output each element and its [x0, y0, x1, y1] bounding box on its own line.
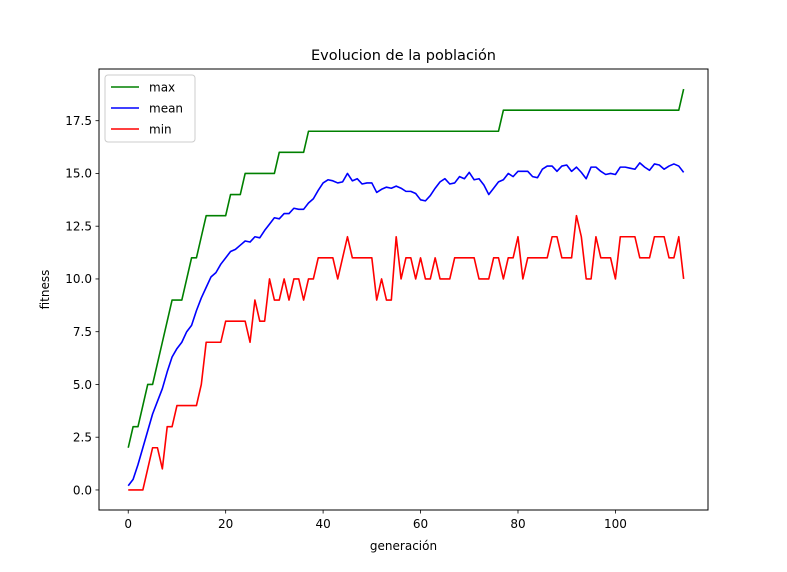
y-tick-label: 7.5: [73, 325, 92, 339]
y-axis-ticks: 0.0 2.5 5.0 7.5 10.0 12.5 15.0 17.5: [65, 114, 99, 497]
y-tick-label: 12.5: [65, 219, 92, 233]
y-tick-label: 0.0: [73, 483, 92, 497]
y-axis-label: fitness: [38, 270, 52, 310]
series-lines: [127, 88, 685, 491]
x-tick-label: 40: [315, 517, 330, 531]
plot-frame: [98, 68, 709, 511]
x-tick-label: 80: [510, 517, 525, 531]
x-tick-label: 0: [124, 517, 132, 531]
y-tick-label: 5.0: [73, 378, 92, 392]
x-axis-ticks: 0 20 40 60 80 100: [124, 510, 627, 531]
y-tick-label: 17.5: [65, 114, 92, 128]
x-tick-label: 60: [413, 517, 428, 531]
x-axis-label: generación: [370, 539, 437, 553]
legend-label-max: max: [149, 80, 175, 94]
y-tick-label: 10.0: [65, 272, 92, 286]
y-tick-label: 15.0: [65, 167, 92, 181]
series-line-max: [127, 88, 685, 448]
chart-title: Evolucion de la población: [311, 48, 496, 64]
legend-label-mean: mean: [149, 101, 183, 115]
x-tick-label: 20: [218, 517, 233, 531]
y-tick-label: 2.5: [73, 431, 92, 445]
series-line-min: [128, 214, 685, 491]
legend: max mean min: [104, 74, 196, 143]
series-line-mean: [127, 162, 685, 487]
x-tick-label: 100: [604, 517, 627, 531]
legend-box: [104, 74, 196, 143]
legend-label-min: min: [149, 122, 172, 136]
